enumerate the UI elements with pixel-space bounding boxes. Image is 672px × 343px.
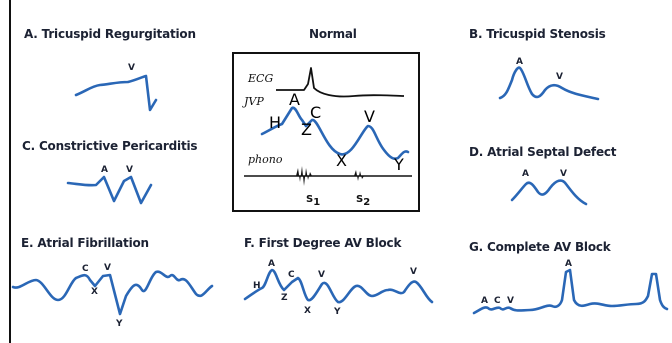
normal-jvp-label-z: Z [301, 120, 312, 139]
normal-ecg-label: ECG [247, 72, 273, 85]
panel-a-title: A. Tricuspid Regurgitation [24, 27, 196, 41]
panel-f-label-a: A [268, 259, 275, 269]
normal-phono-label: phono [248, 153, 283, 166]
left-border-rule [9, 0, 11, 343]
panel-d-title: D. Atrial Septal Defect [469, 145, 617, 159]
panel-f-label-v2: V [410, 267, 417, 277]
panel-b-trace [498, 66, 600, 101]
panel-c-label-a: A [101, 165, 108, 175]
panel-f-title: F. First Degree AV Block [244, 236, 402, 250]
normal-title: Normal [309, 27, 357, 41]
panel-g-title: G. Complete AV Block [469, 240, 611, 254]
panel-c-trace [66, 175, 153, 205]
normal-jvp-label-v: V [364, 107, 375, 126]
panel-e-label-y: Y [115, 319, 123, 329]
panel-d-label-a: A [522, 169, 529, 179]
panel-d-label-v: V [560, 169, 567, 179]
normal-s2-label: S2 [356, 194, 370, 208]
panel-g-label-v: V [507, 296, 514, 306]
normal-waveform: ECG JVP H A C Z V X Y phono S1 S2 [242, 67, 412, 208]
panel-b-title: B. Tricuspid Stenosis [469, 27, 606, 41]
panel-f-label-x: X [304, 306, 311, 316]
panel-f-label-z: Z [281, 293, 288, 303]
normal-jvp-label: JVP [242, 95, 264, 108]
panel-c-title: C. Constrictive Pericarditis [22, 139, 198, 153]
normal-s1-burst [296, 166, 312, 186]
panel-g-label-a1: A [481, 296, 488, 306]
panel-b-label-v: V [556, 72, 563, 82]
panel-d-trace [510, 179, 588, 206]
panel-e-label-v: V [104, 263, 111, 273]
panel-g-trace [472, 268, 669, 315]
normal-jvp-label-x: X [336, 151, 347, 170]
panel-f-label-y: Y [333, 307, 341, 317]
panel-a-label-v: V [128, 63, 135, 73]
normal-jvp-trace [260, 106, 410, 161]
normal-s2-burst [354, 170, 364, 181]
panel-g-label-a2: A [565, 259, 572, 269]
normal-ecg-trace [276, 67, 405, 98]
normal-s1-label: S1 [306, 194, 320, 208]
normal-jvp-label-h: H [269, 113, 281, 132]
normal-jvp-label-c: C [310, 103, 321, 122]
normal-reference-box: ECG JVP H A C Z V X Y phono S1 S2 [232, 52, 420, 212]
panel-c-label-v: V [126, 165, 133, 175]
panel-f-label-c: C [288, 270, 295, 280]
normal-jvp-label-y: Y [393, 155, 404, 174]
panel-e-trace [11, 270, 214, 316]
panel-e-label-c: C [82, 264, 89, 274]
normal-jvp-label-a: A [289, 90, 300, 109]
panel-f-label-h: H [253, 281, 261, 291]
panel-g-label-c: C [494, 296, 501, 306]
panel-e-label-x: X [91, 287, 98, 297]
panel-e-title: E. Atrial Fibrillation [21, 236, 149, 250]
panel-f-label-v1: V [318, 270, 325, 280]
panel-b-label-a: A [516, 57, 523, 67]
panel-a-trace [74, 74, 158, 112]
panel-f-trace [243, 268, 434, 304]
